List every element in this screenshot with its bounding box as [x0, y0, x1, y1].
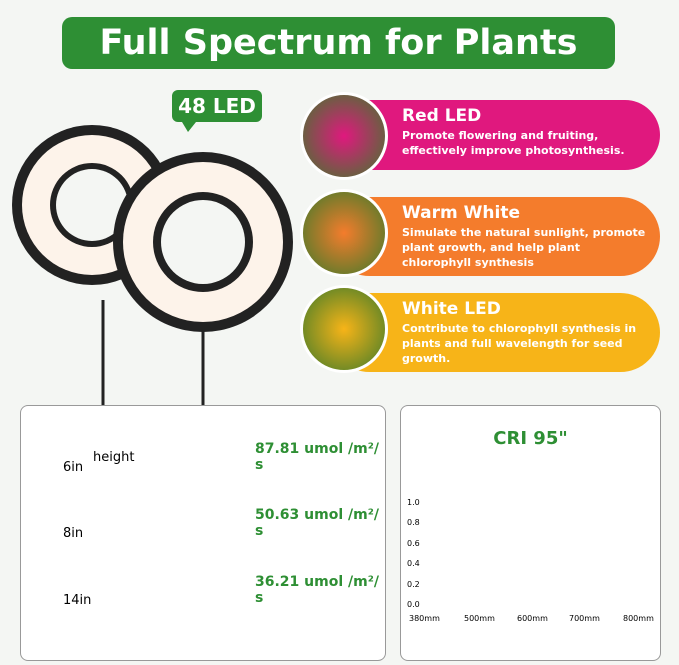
ppfd-value: 50.63 umol /m²/ s	[255, 507, 379, 539]
feature-image	[300, 189, 388, 277]
led-badge: 48 LED	[172, 90, 262, 122]
feature-title: White LED	[402, 299, 501, 319]
intensity-panel: height 6in 87.81 umol /m²/ s 8in 50.63 umol…	[20, 405, 386, 661]
feature-title: Red LED	[402, 106, 482, 126]
feature-text: Contribute to chlorophyll synthesis in p…	[402, 322, 637, 365]
ppfd-value: 87.81 umol /m²/ s	[255, 441, 379, 473]
feature-image	[300, 92, 388, 180]
x-tick-label: 700mm	[569, 614, 600, 623]
distance-label: 8in	[63, 526, 84, 541]
x-tick-label: 600mm	[517, 614, 548, 623]
y-tick-label: 0.8	[407, 518, 420, 528]
y-tick-label: 0.6	[407, 538, 420, 548]
feature-text: Simulate the natural sunlight, promote p…	[402, 226, 646, 269]
distance-label: 6in	[63, 460, 84, 475]
title-banner: Full Spectrum for Plants	[62, 17, 615, 69]
feature-title: Warm White	[402, 203, 520, 223]
x-tick-label: 800mm	[623, 614, 654, 623]
distance-label: 14in	[63, 593, 92, 608]
feature-text: Promote flowering and fruiting, effectiv…	[402, 129, 625, 157]
spectrum-panel: CRI 95" 0.0 0.2 0.4 0.6 0.8 1.0 380mm 500mm 600…	[400, 405, 661, 661]
x-tick-label: 380mm	[409, 614, 440, 623]
y-tick-label: 0.0	[407, 600, 420, 609]
feature-image	[300, 285, 388, 373]
y-tick-label: 1.0	[407, 498, 420, 507]
height-label: height	[93, 450, 135, 465]
ppfd-value: 36.21 umol /m²/ s	[255, 574, 379, 606]
x-tick-label: 500mm	[464, 614, 495, 623]
y-tick-label: 0.2	[407, 579, 420, 589]
y-tick-label: 0.4	[407, 559, 420, 569]
cri-title: CRI 95"	[493, 428, 568, 449]
